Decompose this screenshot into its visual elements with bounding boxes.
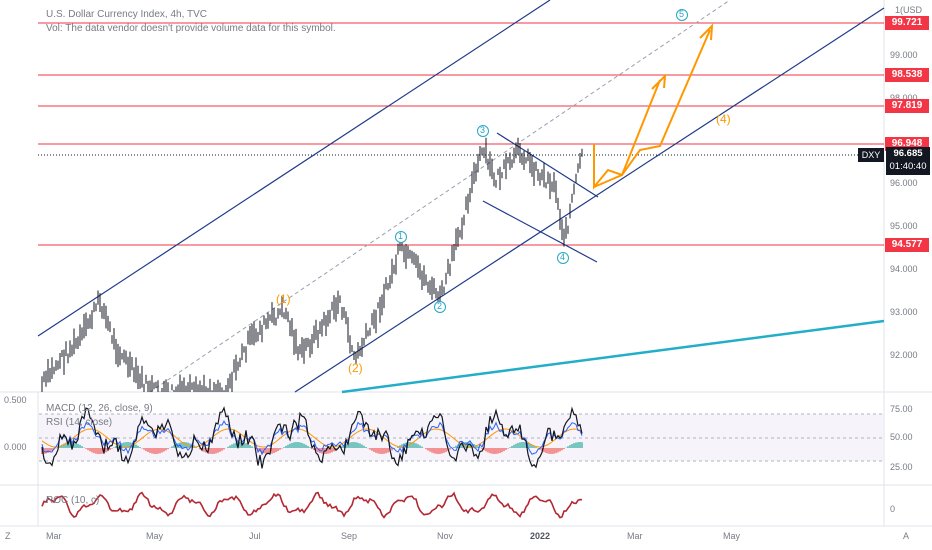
rsi-indicator-title[interactable]: RSI (14, close) [46,417,113,428]
macd-indicator-title[interactable]: MACD (12, 26, close, 9) [46,403,153,414]
level-tag[interactable]: 97.819 [885,99,929,113]
roc-tick: 0 [890,504,896,514]
currency-number: 1( [895,5,904,15]
wave-label-4-orange[interactable]: (4) [716,112,731,126]
price-tick: 95.000 [890,221,918,231]
projection-line-2[interactable] [593,29,711,188]
time-tick: Jul [249,531,261,541]
wedge-upper-line[interactable] [496,132,599,198]
time-tick: Nov [437,531,454,541]
wave-circle-1-icon[interactable] [395,231,407,243]
time-tick: Mar [46,531,62,541]
rsi-line[interactable] [41,406,583,469]
wave-circle-2-icon[interactable] [434,301,446,313]
projection-path[interactable] [593,23,714,190]
volume-note: Vol: The data vendor doesn't provide vol… [46,23,336,34]
auto-scale-button[interactable]: A [903,531,910,541]
wedge-lower-line[interactable] [482,200,598,263]
time-tick: Sep [341,531,358,541]
channel-upper-line[interactable] [37,0,551,337]
price-tick: 98.000 [890,93,918,103]
rsi-tick: 25.00 [890,462,913,472]
wave-circles[interactable] [395,9,688,313]
level-tag[interactable]: 99.721 [885,16,929,30]
price-tick: 93.000 [890,307,918,317]
wave-circle-3-icon[interactable] [477,125,489,137]
roc-line[interactable] [41,491,583,519]
wave-label-2: 2 [437,301,443,311]
level-lines[interactable] [38,22,884,246]
symbol-title[interactable]: U.S. Dollar Currency Index, 4h, TVC [46,9,207,20]
symbol-tag[interactable]: DXY [858,148,884,162]
rsi-tick: 50.00 [890,432,913,442]
channel-lower-line[interactable] [294,7,885,393]
level-tag[interactable]: 98.538 [885,68,929,82]
projection-line-1[interactable] [593,79,661,190]
price-series[interactable] [41,137,583,392]
wave-label-2-orange[interactable]: (2) [348,361,363,375]
current-price-tag[interactable]: 96.685 01:40:40 [886,147,930,175]
price-tick: 92.000 [890,350,918,360]
roc-indicator-title[interactable]: ROC (10, c) [46,495,100,506]
wave-label-1-orange[interactable]: (1) [276,292,291,306]
wave-label-1: 1 [398,231,404,241]
time-tick: May [146,531,164,541]
time-tick: May [723,531,741,541]
price-tick: 99.000 [890,50,918,60]
trendline-cyan[interactable] [341,319,885,394]
time-tick: Mar [627,531,643,541]
level-tag[interactable]: 94.577 [885,238,929,252]
current-price-value: 96.685 [893,148,923,159]
wave-label-5: 5 [679,9,685,19]
channel-lines[interactable] [37,0,885,393]
macd-tick: 0.500 [4,395,27,405]
z-corner-button[interactable]: Z [5,531,11,541]
price-tick: 96.000 [890,178,918,188]
wave-label-4: 4 [560,252,566,262]
bar-countdown: 01:40:40 [889,161,927,172]
currency-label[interactable]: 1(USD [895,5,922,15]
price-tick: 94.000 [890,264,918,274]
rsi-tick: 75.00 [890,404,913,414]
wave-circle-5-icon[interactable] [676,9,688,21]
macd-tick: 0.000 [4,442,27,452]
projection-arrowhead-2 [699,23,714,41]
wave-label-3: 3 [480,125,486,135]
currency-code: USD [903,5,923,15]
macd-main-line[interactable] [41,420,583,456]
channel-median-line[interactable] [149,0,731,393]
time-tick: 2022 [530,531,551,541]
projection-arrowhead-1 [651,73,667,90]
wave-circle-4-icon[interactable] [557,252,569,264]
